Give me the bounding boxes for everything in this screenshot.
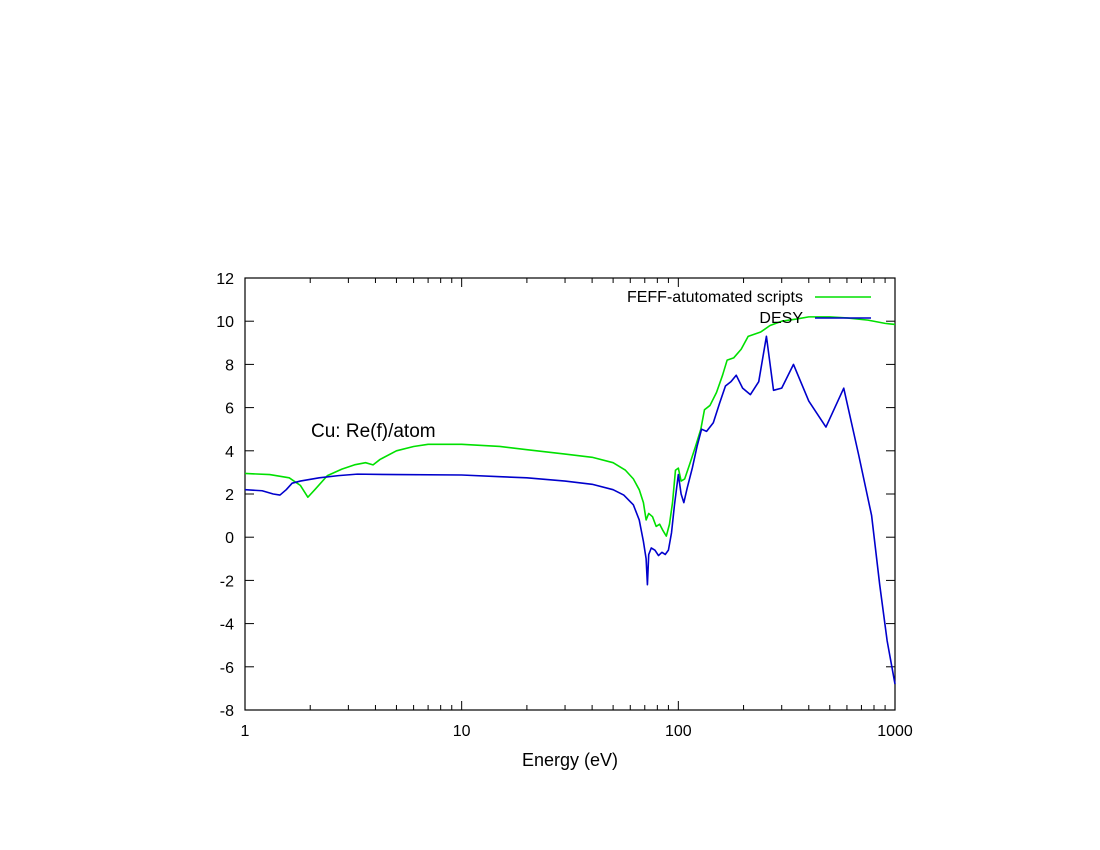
y-tick-label: -2 <box>220 573 234 590</box>
series-line-desy <box>244 335 896 685</box>
y-tick-label: -6 <box>220 660 234 677</box>
legend-label: DESY <box>759 310 803 327</box>
y-tick-label: 12 <box>216 271 234 288</box>
y-tick-label: 6 <box>225 401 234 418</box>
y-tick-label: 4 <box>225 444 234 461</box>
axis-tick-labels: -8 -6 -4 -2 0 2 4 6 8 10 12 1 10 100 1000 <box>216 271 913 740</box>
plot-frame <box>244 277 896 711</box>
series-layer <box>244 316 896 685</box>
y-tick-label: 2 <box>225 487 234 504</box>
x-tick-label: 10 <box>453 723 471 740</box>
y-tick-label: 8 <box>225 357 234 374</box>
legend-label: FEFF-atutomated scripts <box>627 289 803 306</box>
x-tick-label: 1 <box>241 723 250 740</box>
legend: FEFF-atutomated scripts DESY <box>627 289 871 327</box>
y-tick-label: 0 <box>225 530 234 547</box>
x-axis-label: Energy (eV) <box>522 750 618 770</box>
x-tick-label: 1000 <box>877 723 913 740</box>
y-tick-label: 10 <box>216 314 234 331</box>
axis-ticks <box>244 277 896 711</box>
y-tick-label: -4 <box>220 617 234 634</box>
series-line-feff <box>244 316 896 537</box>
chart-annotation: Cu: Re(f)/atom <box>311 421 436 442</box>
x-tick-label: 100 <box>665 723 692 740</box>
y-tick-label: -8 <box>220 703 234 720</box>
